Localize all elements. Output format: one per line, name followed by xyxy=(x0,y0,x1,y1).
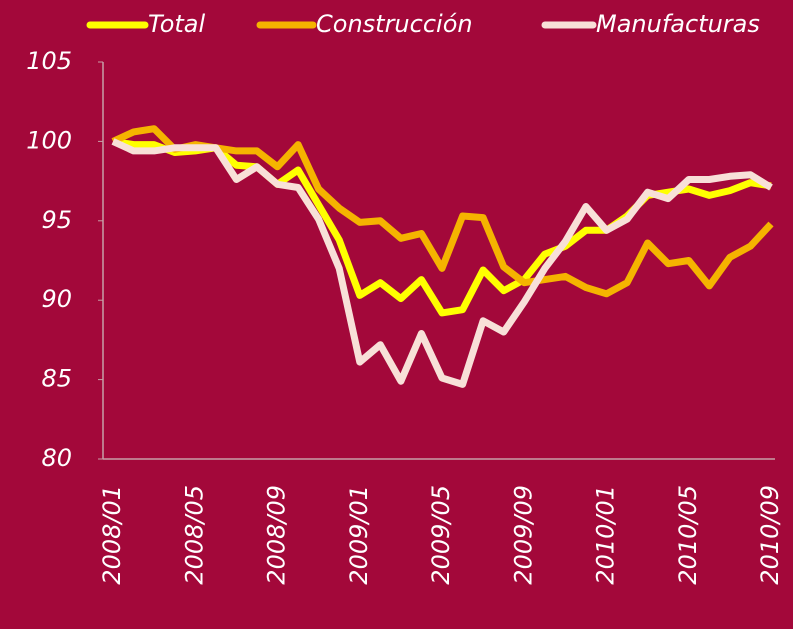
x-tick-label: 2010/05 xyxy=(674,485,702,585)
x-tick-label: 2008/01 xyxy=(98,485,126,585)
legend-label: Total xyxy=(148,10,205,38)
y-tick-label: 105 xyxy=(26,47,72,75)
x-tick-label: 2009/01 xyxy=(345,485,373,585)
series-line xyxy=(111,125,774,298)
y-tick-label: 100 xyxy=(26,126,72,154)
y-tick-label: 85 xyxy=(41,365,72,393)
x-tick-label: 2008/09 xyxy=(263,485,291,585)
y-tick-label: 90 xyxy=(41,285,72,313)
legend-label: Manufacturas xyxy=(596,10,760,38)
x-tick-label: 2009/09 xyxy=(509,485,537,585)
series-line xyxy=(111,138,773,388)
y-tick-label: 80 xyxy=(41,444,72,472)
x-tick-label: 2009/05 xyxy=(427,485,455,585)
x-tick-label: 2010/01 xyxy=(592,485,620,585)
x-tick-label: 2008/05 xyxy=(180,485,208,585)
legend-label: Construcción xyxy=(316,10,473,38)
y-tick-label: 95 xyxy=(41,206,72,234)
x-tick-label: 2010/09 xyxy=(756,485,784,585)
